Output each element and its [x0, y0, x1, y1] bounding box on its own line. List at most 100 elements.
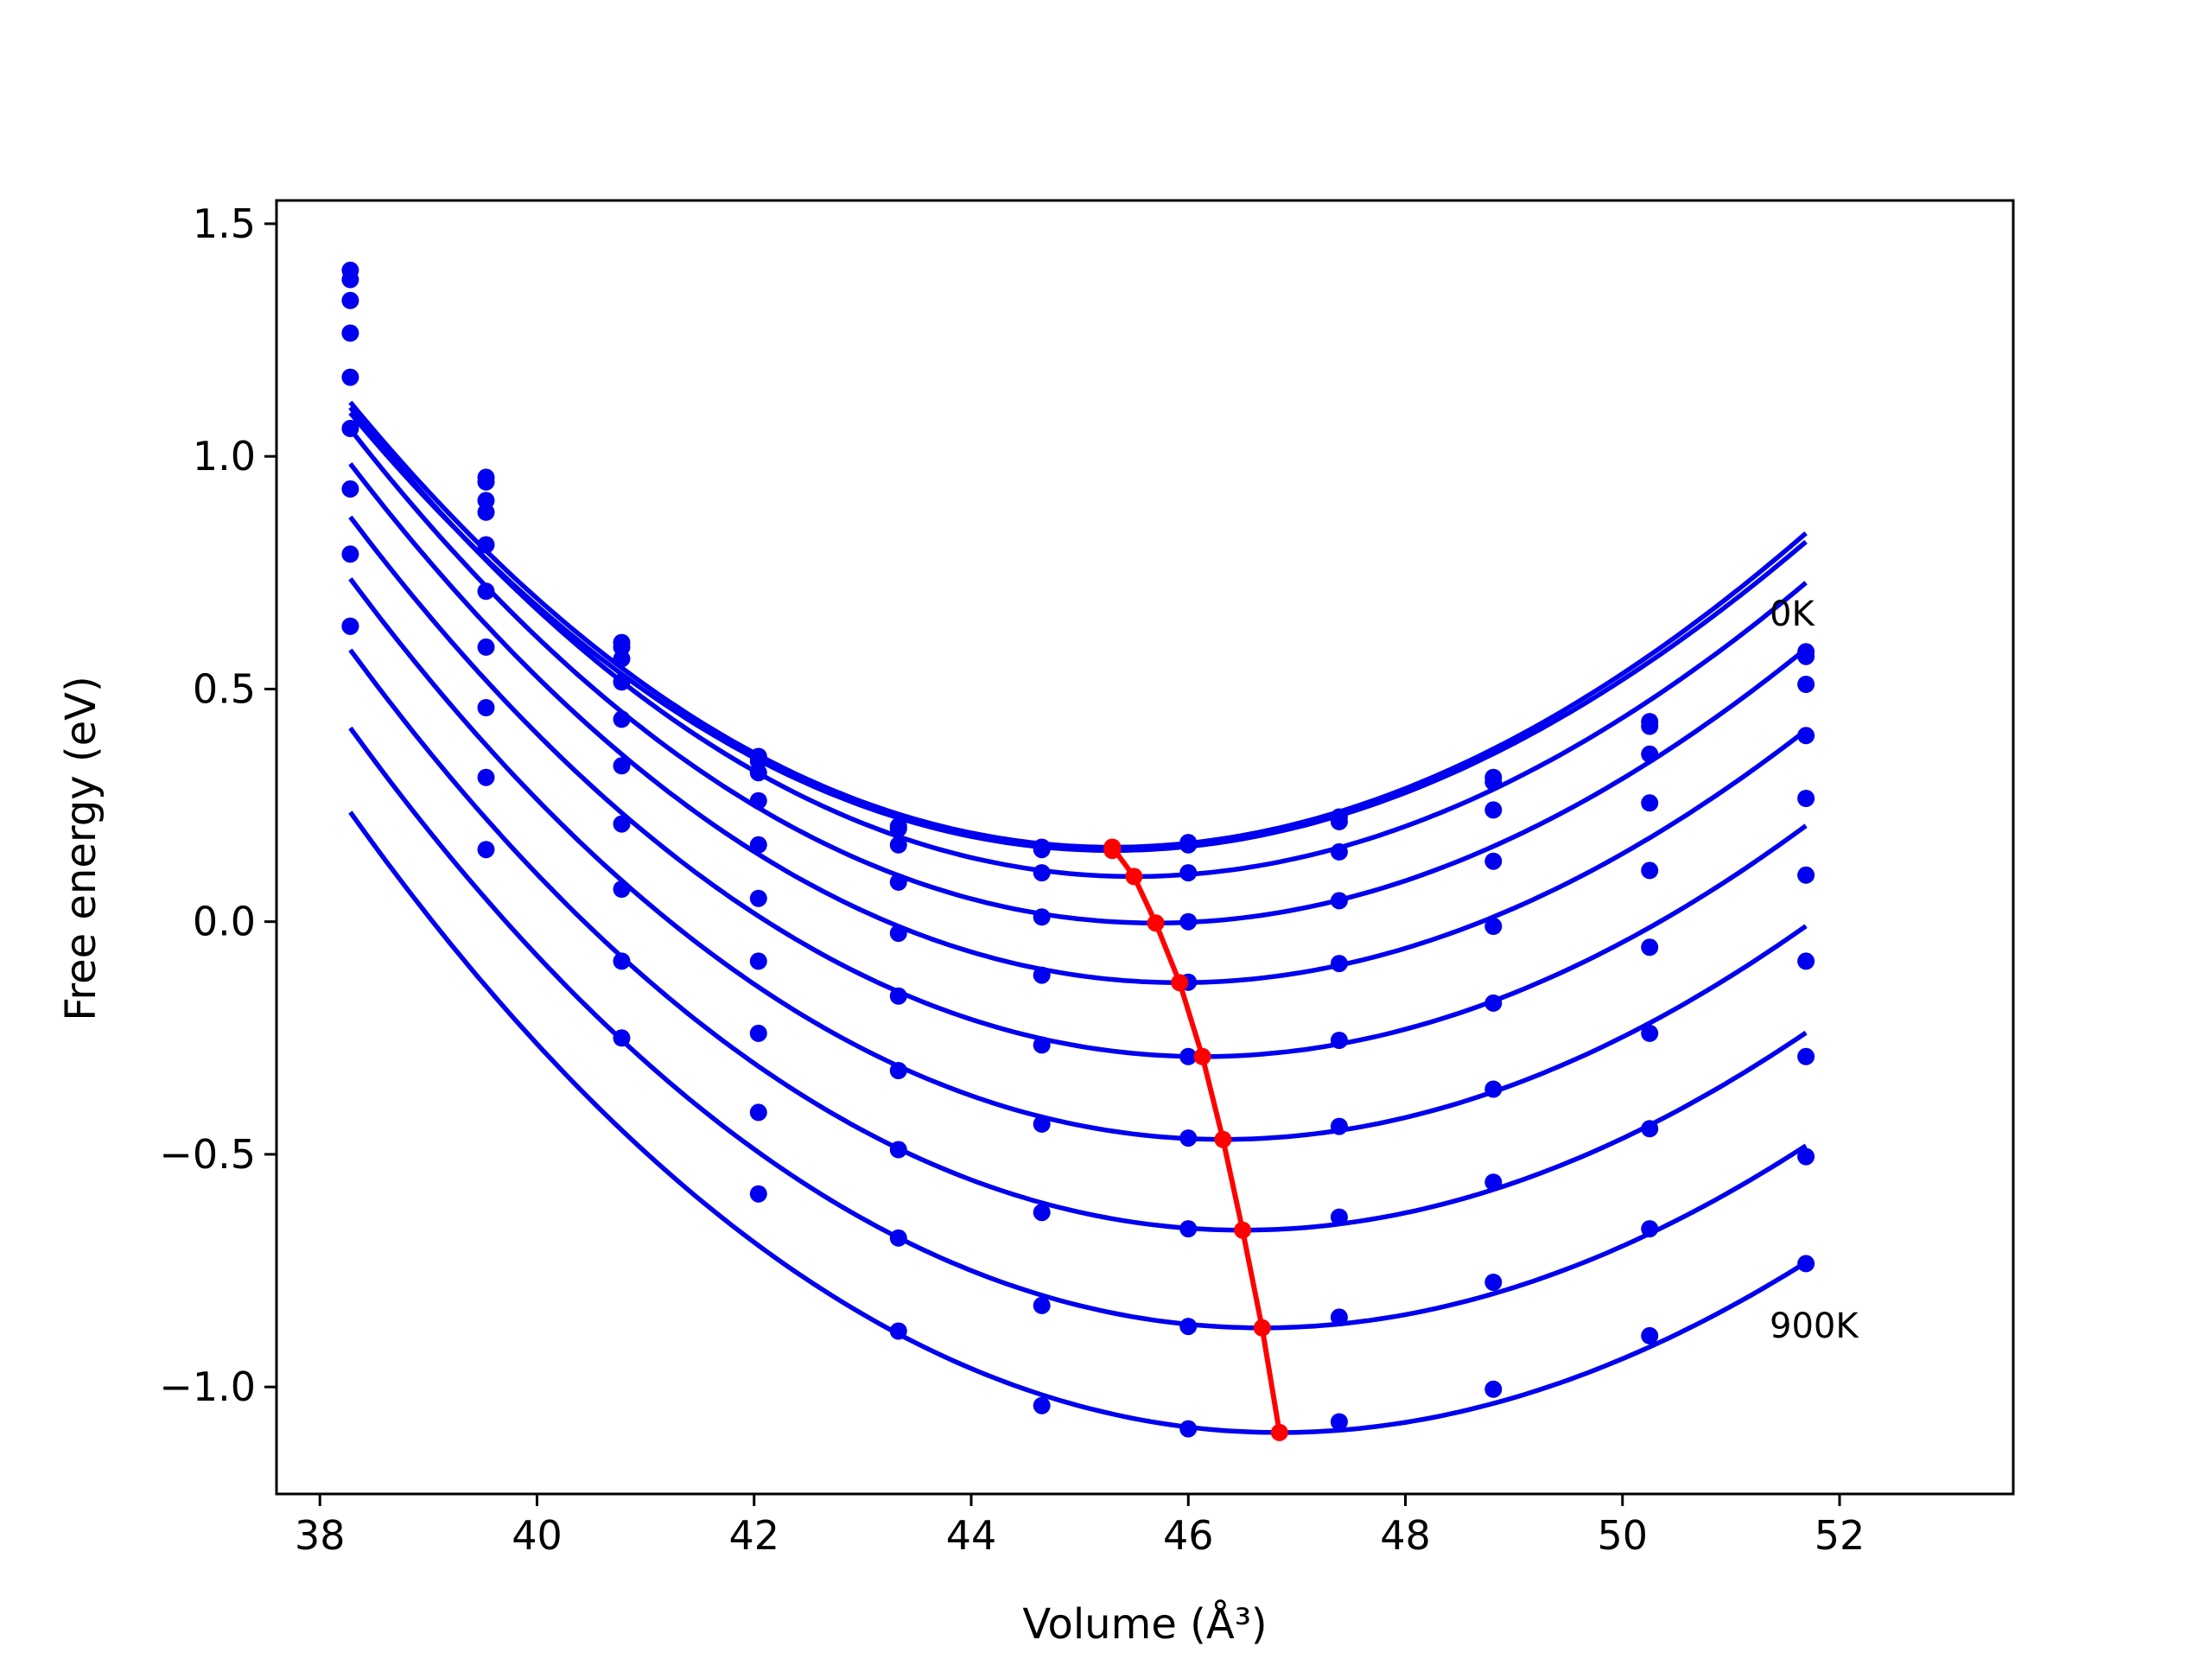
data-point: [889, 873, 907, 891]
data-point: [1797, 790, 1815, 807]
fit-curve-7: [348, 577, 1808, 1142]
data-point: [749, 952, 767, 970]
data-point: [1330, 1413, 1348, 1431]
data-point: [749, 836, 767, 854]
data-point: [1179, 1129, 1198, 1147]
y-tick-label: 1.5: [193, 200, 256, 247]
data-point: [749, 1185, 767, 1203]
data-point: [889, 1141, 907, 1159]
data-point: [1797, 1147, 1815, 1166]
fit-curve-6: [348, 515, 1808, 1059]
fit-curve-10: [348, 810, 1808, 1435]
data-point: [1179, 864, 1198, 882]
x-tick-label: 50: [1597, 1512, 1648, 1559]
data-point: [1033, 1204, 1051, 1222]
data-point: [1330, 1308, 1348, 1326]
data-point: [341, 419, 359, 437]
fit-curve-4: [348, 428, 1808, 926]
data-point: [749, 1024, 767, 1042]
minimum-point: [1125, 868, 1143, 886]
data-point: [1797, 866, 1815, 884]
data-point: [1033, 1036, 1051, 1054]
data-point: [1641, 1120, 1659, 1138]
minimum-point: [1103, 838, 1122, 856]
x-tick-label: 48: [1380, 1512, 1431, 1559]
fit-curve-8: [348, 648, 1808, 1233]
fit-curve-1: [348, 411, 1808, 854]
y-axis-title: Free energy (eV): [57, 676, 105, 1020]
annotation-0k: 0K: [1770, 594, 1815, 634]
data-point: [1641, 861, 1659, 880]
fit-curve-5: [348, 462, 1808, 985]
data-point: [477, 699, 495, 716]
data-point: [749, 764, 767, 782]
data-point: [749, 791, 767, 810]
data-point: [1641, 1220, 1659, 1238]
data-point: [613, 952, 631, 970]
minimum-point: [1147, 914, 1165, 932]
y-tick-label: −0.5: [159, 1131, 256, 1178]
minimum-point: [1234, 1221, 1252, 1239]
data-point: [477, 536, 495, 554]
data-point: [341, 368, 359, 386]
x-tick-label: 42: [728, 1512, 779, 1559]
data-point: [1179, 912, 1198, 931]
data-point: [477, 638, 495, 656]
x-axis-title: Volume (Å³): [1022, 1599, 1267, 1649]
data-point: [1484, 852, 1503, 870]
minimum-point: [1171, 974, 1189, 992]
fit-curve-3: [348, 405, 1808, 880]
data-point: [1484, 994, 1503, 1012]
fit-curve-2: [348, 400, 1808, 850]
data-point: [1330, 812, 1348, 830]
data-point: [341, 617, 359, 635]
data-point: [1330, 1208, 1348, 1226]
data-point: [1330, 892, 1348, 910]
fit-curve-9: [348, 726, 1808, 1331]
data-point: [1641, 717, 1659, 735]
data-point: [1641, 938, 1659, 957]
x-tick-label: 38: [295, 1512, 346, 1559]
data-point: [341, 270, 359, 289]
data-point: [1797, 1047, 1815, 1065]
data-point: [749, 889, 767, 907]
x-tick-label: 40: [512, 1512, 563, 1559]
data-point: [1033, 908, 1051, 926]
axes-frame: [275, 199, 2015, 1496]
data-point: [1641, 1024, 1659, 1042]
data-point: [341, 480, 359, 498]
y-tick-label: 1.0: [193, 433, 256, 480]
data-point: [1033, 1296, 1051, 1314]
data-point: [1033, 1115, 1051, 1133]
data-point: [1179, 1420, 1198, 1438]
data-point: [1330, 1117, 1348, 1135]
data-point: [477, 473, 495, 491]
data-point: [1330, 955, 1348, 973]
minimum-point: [1193, 1047, 1211, 1065]
y-tick-label: −1.0: [159, 1363, 256, 1410]
data-point: [341, 545, 359, 563]
data-point: [889, 1322, 907, 1340]
data-point: [1033, 1396, 1051, 1414]
data-point: [1484, 801, 1503, 819]
data-point: [613, 880, 631, 898]
x-tick-label: 46: [1163, 1512, 1214, 1559]
data-point: [1179, 1047, 1198, 1065]
plot-area: [341, 261, 1815, 1441]
data-point: [1484, 1080, 1503, 1098]
data-point: [1179, 836, 1198, 854]
x-tick-label: 52: [1815, 1512, 1866, 1559]
data-point: [889, 925, 907, 943]
data-point: [613, 673, 631, 691]
data-point: [1641, 794, 1659, 812]
data-point: [477, 503, 495, 521]
data-point: [889, 836, 907, 854]
data-point: [613, 1029, 631, 1047]
data-point: [1179, 1318, 1198, 1336]
data-point: [1797, 1255, 1815, 1273]
data-point: [613, 815, 631, 833]
data-point: [1484, 1173, 1503, 1192]
data-point: [613, 757, 631, 775]
